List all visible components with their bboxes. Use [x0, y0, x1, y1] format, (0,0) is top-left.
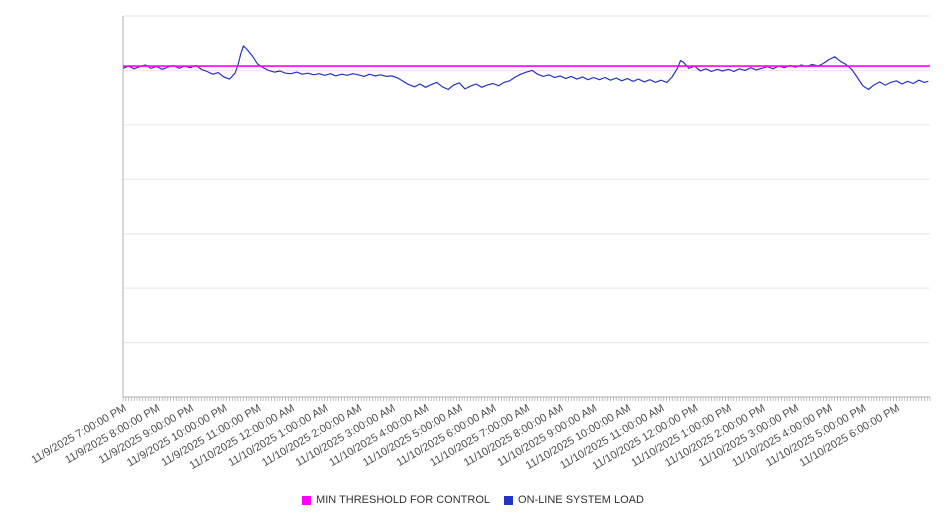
legend-label-system-load: ON-LINE SYSTEM LOAD [518, 494, 644, 506]
legend-swatch-min-threshold [302, 495, 312, 505]
legend-swatch-system-load [504, 495, 514, 505]
chart-legend: MIN THRESHOLD FOR CONTROL ON-LINE SYSTEM… [0, 494, 946, 506]
legend-label-min-threshold: MIN THRESHOLD FOR CONTROL [316, 494, 491, 506]
gridlines [123, 15, 930, 344]
x-axis-ticks [122, 397, 931, 401]
legend-item-system-load[interactable]: ON-LINE SYSTEM LOAD [504, 494, 644, 506]
system-load-line [122, 45, 929, 91]
axes [122, 16, 930, 398]
legend-item-min-threshold[interactable]: MIN THRESHOLD FOR CONTROL [302, 494, 490, 506]
